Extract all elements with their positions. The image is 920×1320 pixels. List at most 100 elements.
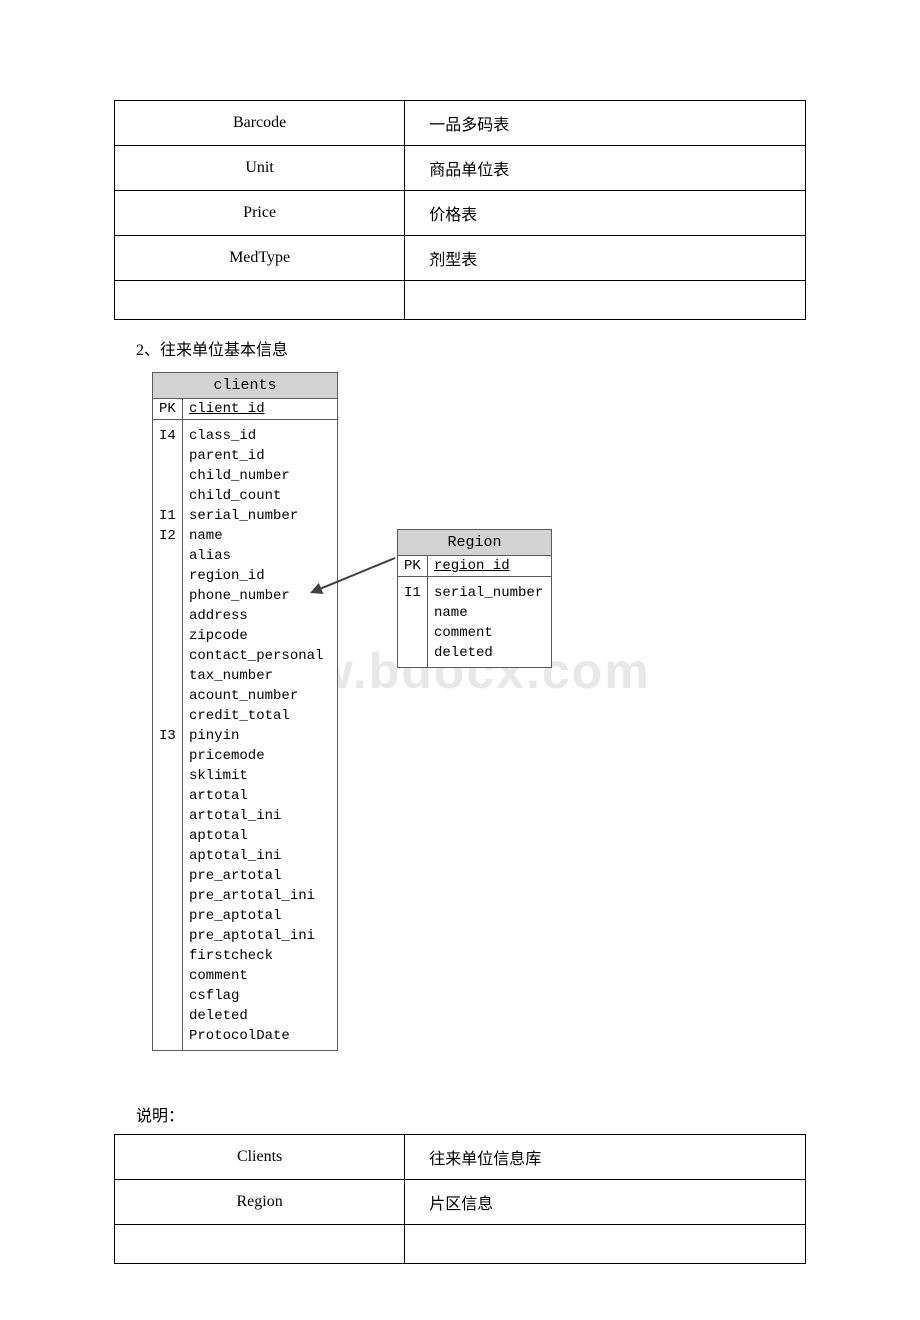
table-cell: Unit (115, 146, 405, 191)
table-cell: 剂型表 (405, 236, 806, 281)
field-name: region_id (183, 566, 337, 586)
field-key (153, 546, 183, 566)
table-row: Clients往来单位信息库 (115, 1135, 806, 1180)
table-row (115, 1225, 806, 1264)
field-key (153, 626, 183, 646)
entity-field-row: I3pinyin (153, 726, 337, 746)
field-key (153, 606, 183, 626)
entity-field-row: region_id (153, 566, 337, 586)
field-name: pre_artotal (183, 866, 337, 886)
table-cell: 往来单位信息库 (405, 1135, 806, 1180)
table-cell: 一品多码表 (405, 101, 806, 146)
field-name: deleted (428, 643, 551, 667)
pk-field: client_id (183, 399, 337, 419)
field-key (153, 746, 183, 766)
field-key (153, 906, 183, 926)
table-row: Region片区信息 (115, 1180, 806, 1225)
table-row: Unit商品单位表 (115, 146, 806, 191)
entity-field-row: pricemode (153, 746, 337, 766)
field-name: pinyin (183, 726, 337, 746)
entity-field-row: contact_personal (153, 646, 337, 666)
table-row: MedType剂型表 (115, 236, 806, 281)
er-diagram: www.bdocx.com clients PK client_id I4cla… (152, 372, 712, 1088)
field-key (153, 766, 183, 786)
field-name: sklimit (183, 766, 337, 786)
entity-field-row: comment (398, 623, 551, 643)
entity-field-row: zipcode (153, 626, 337, 646)
entity-field-row: phone_number (153, 586, 337, 606)
entity-field-row: I1serial_number (153, 506, 337, 526)
desc-label: 说明： (136, 1102, 806, 1126)
entity-field-row: csflag (153, 986, 337, 1006)
field-key (153, 686, 183, 706)
table-top: Barcode一品多码表Unit商品单位表Price价格表MedType剂型表 (114, 100, 806, 320)
entity-field-row: comment (153, 966, 337, 986)
table-cell: 片区信息 (405, 1180, 806, 1225)
pk-key: PK (153, 399, 183, 419)
field-name: zipcode (183, 626, 337, 646)
field-key (153, 826, 183, 846)
field-name: artotal_ini (183, 806, 337, 826)
entity-field-row: artotal_ini (153, 806, 337, 826)
entity-field-row: artotal (153, 786, 337, 806)
table-cell: Barcode (115, 101, 405, 146)
field-key (153, 706, 183, 726)
field-name: alias (183, 546, 337, 566)
field-key (153, 646, 183, 666)
table-cell: Region (115, 1180, 405, 1225)
entity-field-row: pre_aptotal_ini (153, 926, 337, 946)
field-name: comment (183, 966, 337, 986)
field-key (398, 643, 428, 667)
field-key (398, 623, 428, 643)
table-row: Price价格表 (115, 191, 806, 236)
field-name: phone_number (183, 586, 337, 606)
entity-field-row: sklimit (153, 766, 337, 786)
field-key (153, 806, 183, 826)
entity-field-row: aptotal_ini (153, 846, 337, 866)
field-key (153, 566, 183, 586)
field-key (153, 846, 183, 866)
field-key (153, 1006, 183, 1026)
field-name: ProtocolDate (183, 1026, 337, 1050)
section-heading: 2、往来单位基本信息 (136, 336, 806, 360)
entity-field-row: acount_number (153, 686, 337, 706)
field-name: serial_number (428, 577, 551, 603)
field-name: name (183, 526, 337, 546)
field-key (153, 926, 183, 946)
entity-field-row: credit_total (153, 706, 337, 726)
entity-field-row: firstcheck (153, 946, 337, 966)
entity-region: Region PK region_id I1serial_number name… (397, 529, 552, 668)
field-name: firstcheck (183, 946, 337, 966)
field-name: pre_artotal_ini (183, 886, 337, 906)
entity-field-row: tax_number (153, 666, 337, 686)
table-cell: MedType (115, 236, 405, 281)
entity-field-row: address (153, 606, 337, 626)
field-name: pre_aptotal_ini (183, 926, 337, 946)
field-key (153, 666, 183, 686)
entity-field-row: name (398, 603, 551, 623)
field-key (153, 966, 183, 986)
field-name: credit_total (183, 706, 337, 726)
entity-field-row: I2name (153, 526, 337, 546)
entity-field-row: I4class_id (153, 420, 337, 446)
entity-field-row: I1serial_number (398, 577, 551, 603)
pk-key: PK (398, 556, 428, 576)
field-key: I3 (153, 726, 183, 746)
entity-field-row: aptotal (153, 826, 337, 846)
entity-field-row: child_count (153, 486, 337, 506)
table-cell: 价格表 (405, 191, 806, 236)
field-name: acount_number (183, 686, 337, 706)
field-name: aptotal_ini (183, 846, 337, 866)
field-name: comment (428, 623, 551, 643)
table-cell (405, 1225, 806, 1264)
table-cell: Clients (115, 1135, 405, 1180)
field-name: contact_personal (183, 646, 337, 666)
pk-field: region_id (428, 556, 551, 576)
entity-field-row: deleted (153, 1006, 337, 1026)
field-name: csflag (183, 986, 337, 1006)
table-cell: 商品单位表 (405, 146, 806, 191)
field-name: deleted (183, 1006, 337, 1026)
table-row (115, 281, 806, 320)
entity-field-row: pre_artotal_ini (153, 886, 337, 906)
field-name: pricemode (183, 746, 337, 766)
